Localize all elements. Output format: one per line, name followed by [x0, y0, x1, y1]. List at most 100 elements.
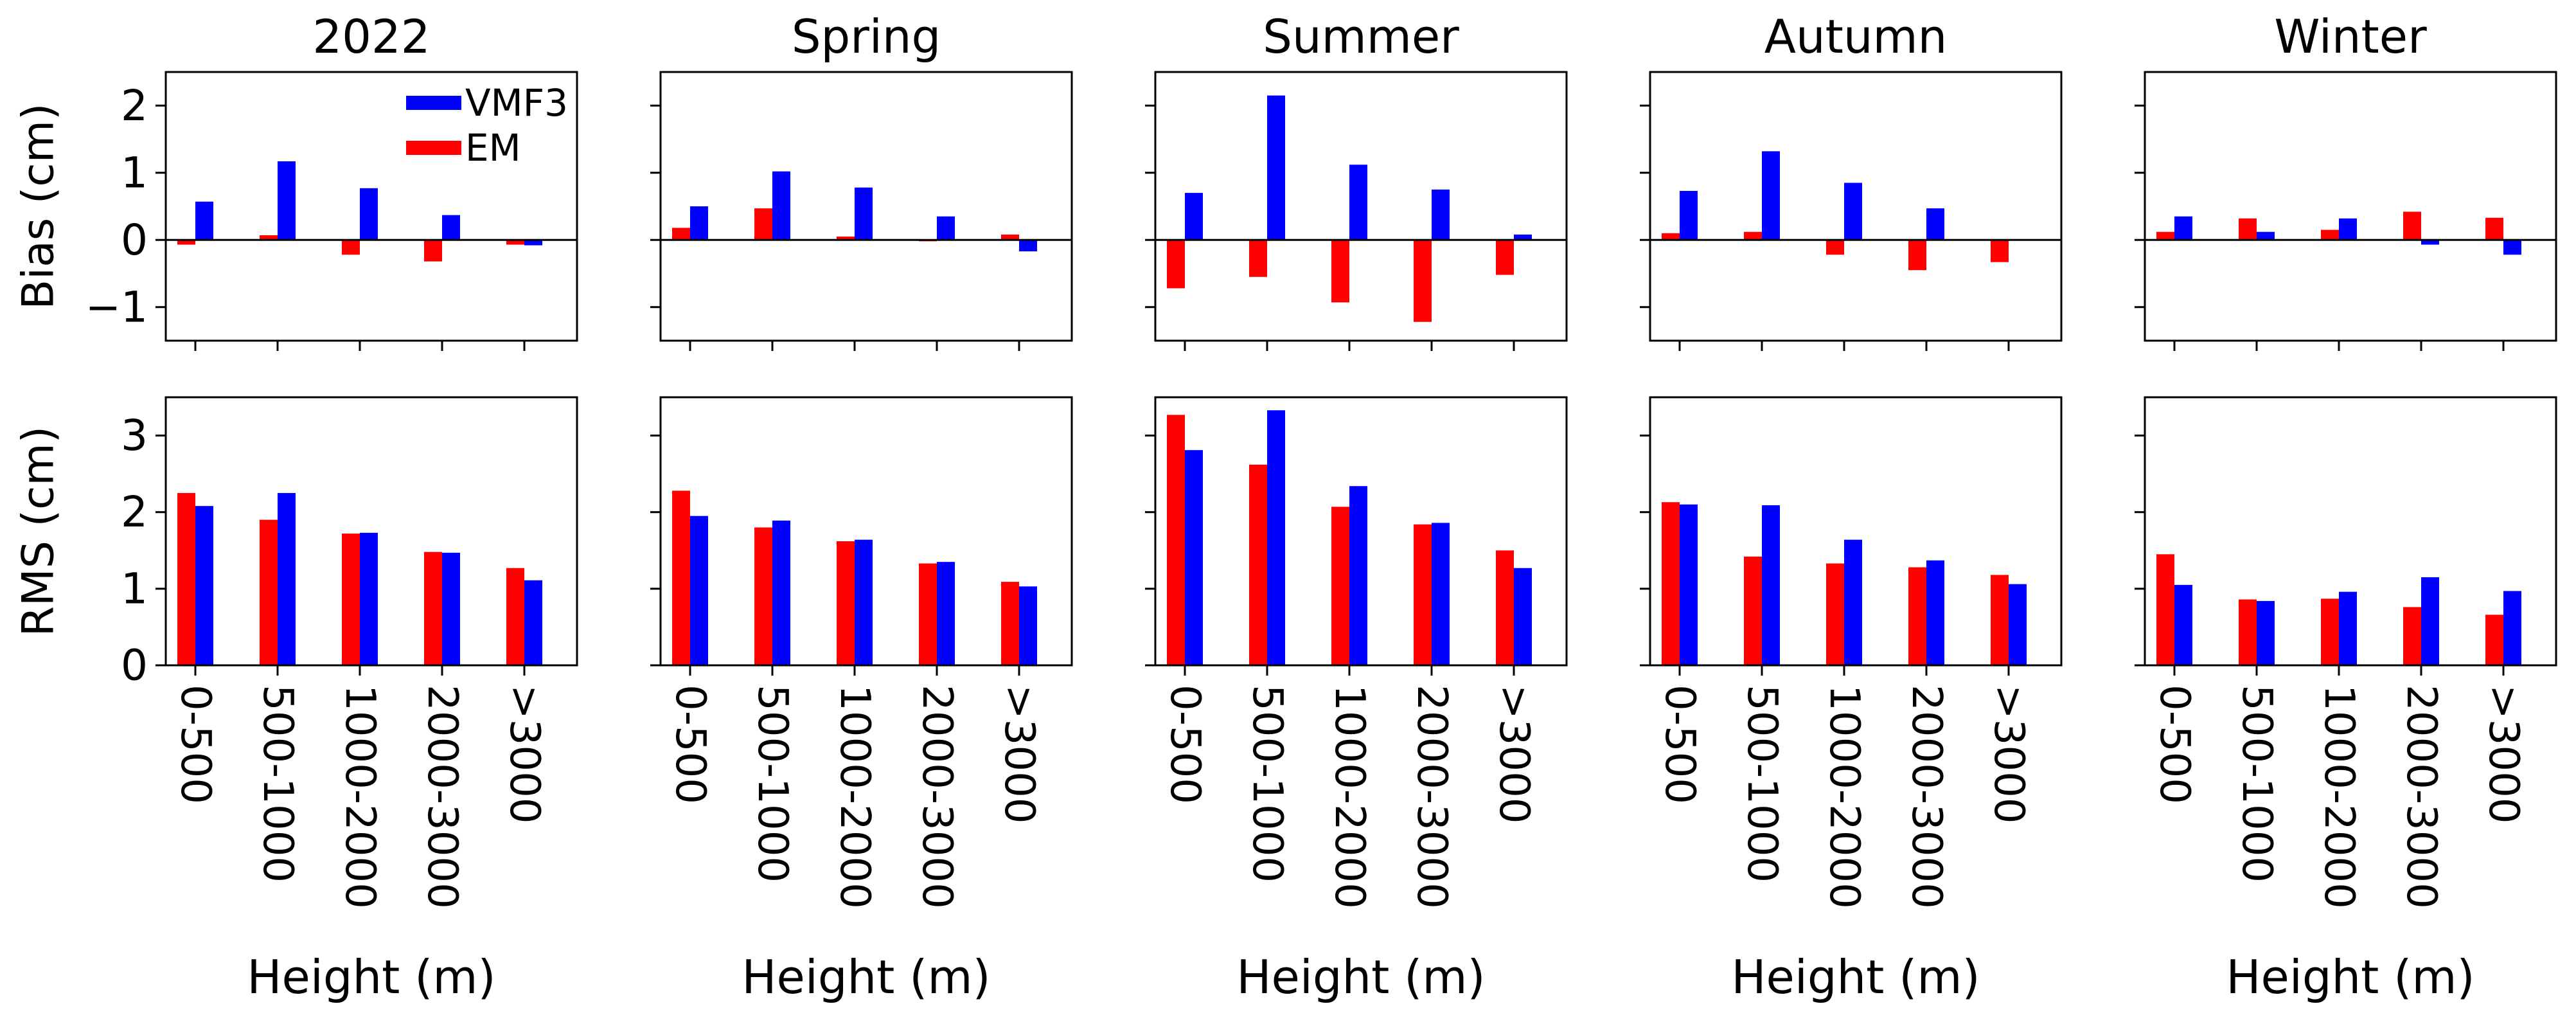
axes-frame — [1154, 71, 1568, 342]
row-1-ylabel: RMS (cm) — [13, 426, 64, 636]
panel-bias-0: −1 0 1 2 2022 — [85, 10, 578, 351]
bar-em-0 — [672, 490, 690, 665]
panel-title-3: Autumn — [1764, 10, 1948, 64]
x-tick-label: 0-500 — [2151, 685, 2198, 804]
axes-frame — [1154, 396, 1568, 667]
x-tick-label: >3000 — [501, 685, 548, 824]
axes-frame — [164, 396, 578, 667]
bar-vmf3-4 — [524, 580, 542, 665]
bar-vmf3-1 — [2257, 231, 2275, 240]
bar-vmf3-1 — [278, 161, 296, 240]
panel-rms-0: 0 1 2 3 0-500 500-1000 1000-2000 2000-3000 >3000… — [121, 396, 578, 1004]
bar-em-2 — [1826, 563, 1844, 665]
bar-em-1 — [1744, 556, 1762, 665]
x-tick-label: 1000-2000 — [336, 685, 384, 909]
axes-frame — [2144, 396, 2557, 667]
legend-label-em: EM — [465, 126, 521, 170]
bar-em-1 — [2239, 218, 2257, 240]
bar-vmf3-4 — [1514, 234, 1532, 240]
bar-em-2 — [1331, 240, 1349, 303]
bar-vmf3-3 — [937, 216, 955, 240]
x-tick-label: 2000-3000 — [418, 685, 466, 909]
bar-em-2 — [837, 237, 855, 240]
y-tick-label: 1 — [121, 148, 148, 197]
bar-vmf3-2 — [360, 188, 378, 240]
x-tick-label: >3000 — [1490, 685, 1538, 824]
bar-em-0 — [1167, 240, 1185, 289]
x-tick-label: 2000-3000 — [1903, 685, 1950, 909]
panel-title-2: Summer — [1263, 10, 1459, 64]
bar-vmf3-2 — [2339, 591, 2357, 665]
panel-title-0: 2022 — [312, 10, 430, 64]
bar-em-0 — [672, 228, 690, 240]
bar-em-2 — [837, 541, 855, 665]
bar-em-1 — [754, 527, 772, 665]
bar-vmf3-2 — [360, 532, 378, 665]
bar-em-1 — [1249, 464, 1267, 665]
panel-bias-4: Winter — [2135, 10, 2557, 351]
bar-vmf3-3 — [442, 215, 460, 240]
bar-em-1 — [754, 208, 772, 240]
bar-em-4 — [1991, 575, 2009, 665]
bar-vmf3-0 — [195, 201, 213, 240]
y-tick-label: 2 — [121, 81, 148, 130]
bar-em-2 — [342, 240, 360, 255]
x-tick-label: 0-500 — [172, 685, 219, 804]
bar-em-0 — [2156, 231, 2174, 240]
panel-bias-2: Summer — [1145, 10, 1568, 351]
axes-frame — [1649, 71, 2063, 342]
bar-vmf3-2 — [855, 539, 873, 665]
plot-grid: Bias (cm) −1 0 1 2 2022 Spring Summer Autumn Wint… — [13, 10, 2557, 1004]
bar-vmf3-1 — [1762, 151, 1780, 240]
bar-vmf3-1 — [2257, 600, 2275, 665]
axes-frame — [659, 396, 1073, 667]
bar-vmf3-1 — [278, 492, 296, 665]
panel-title-1: Spring — [792, 10, 941, 64]
bar-em-4 — [2485, 217, 2503, 240]
y-tick-label: 0 — [121, 215, 148, 265]
bar-vmf3-0 — [1185, 193, 1203, 240]
bar-vmf3-3 — [2421, 240, 2439, 245]
x-tick-label: >3000 — [995, 685, 1043, 824]
x-tick-label: >3000 — [1985, 685, 2032, 824]
bar-em-0 — [2156, 554, 2174, 665]
bar-em-3 — [1908, 240, 1926, 271]
x-tick-label: 2000-3000 — [1408, 685, 1455, 909]
bar-em-4 — [1991, 240, 2009, 262]
axes-frame — [1649, 396, 2063, 667]
bar-em-0 — [1662, 502, 1680, 665]
bar-vmf3-3 — [1926, 560, 1944, 665]
bar-vmf3-3 — [1432, 523, 1450, 665]
panel-rms-4: 0-500 500-1000 1000-2000 2000-3000 >3000 Heig… — [2135, 396, 2557, 1004]
bar-em-2 — [1331, 507, 1349, 665]
bar-em-4 — [1001, 234, 1019, 240]
bar-em-3 — [424, 240, 442, 262]
x-axis-label-1: Height (m) — [742, 950, 990, 1004]
x-tick-label: 1000-2000 — [1820, 685, 1868, 909]
bar-em-1 — [1744, 231, 1762, 240]
bar-vmf3-0 — [1680, 190, 1698, 240]
x-axis-label-0: Height (m) — [247, 950, 495, 1004]
bar-em-0 — [1662, 233, 1680, 240]
x-tick-label: 0-500 — [1656, 685, 1703, 804]
bar-em-1 — [260, 519, 278, 665]
bar-vmf3-1 — [1267, 95, 1285, 240]
x-axis-label-4: Height (m) — [2226, 950, 2474, 1004]
bar-vmf3-0 — [690, 206, 708, 240]
bar-vmf3-2 — [1844, 539, 1862, 665]
bar-vmf3-4 — [524, 240, 542, 246]
bar-em-3 — [2403, 607, 2421, 665]
bar-vmf3-4 — [1514, 568, 1532, 665]
x-tick-label: 1000-2000 — [1326, 685, 1373, 909]
bar-vmf3-4 — [2503, 591, 2521, 665]
bar-em-4 — [1496, 240, 1514, 275]
bar-em-4 — [2485, 615, 2503, 665]
bar-vmf3-2 — [1844, 183, 1862, 240]
legend-swatch-em — [406, 141, 461, 155]
bar-em-3 — [1414, 524, 1432, 665]
x-axis-label-2: Height (m) — [1236, 950, 1485, 1004]
bar-em-2 — [342, 534, 360, 665]
row-0-ylabel: Bias (cm) — [13, 103, 64, 310]
